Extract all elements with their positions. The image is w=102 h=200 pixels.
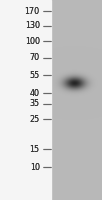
Text: 25: 25 [30,114,40,123]
Text: 55: 55 [30,71,40,79]
Bar [0,0,51,200]
Text: 15: 15 [30,144,40,154]
Text: 10: 10 [30,162,40,171]
Text: 170: 170 [25,6,40,16]
Text: 35: 35 [30,99,40,108]
Text: 170: 170 [25,6,40,16]
Text: 15: 15 [30,144,40,154]
Text: 55: 55 [30,71,40,79]
Text: 70: 70 [30,53,40,62]
Text: 70: 70 [30,53,40,62]
Bar [0,0,51,200]
Text: 130: 130 [25,21,40,30]
Text: 35: 35 [30,99,40,108]
Text: 40: 40 [30,88,40,98]
Text: 40: 40 [30,88,40,98]
Text: 100: 100 [25,36,40,46]
Text: 25: 25 [30,114,40,123]
Text: 100: 100 [25,36,40,46]
Text: 10: 10 [30,162,40,171]
Text: 130: 130 [25,21,40,30]
